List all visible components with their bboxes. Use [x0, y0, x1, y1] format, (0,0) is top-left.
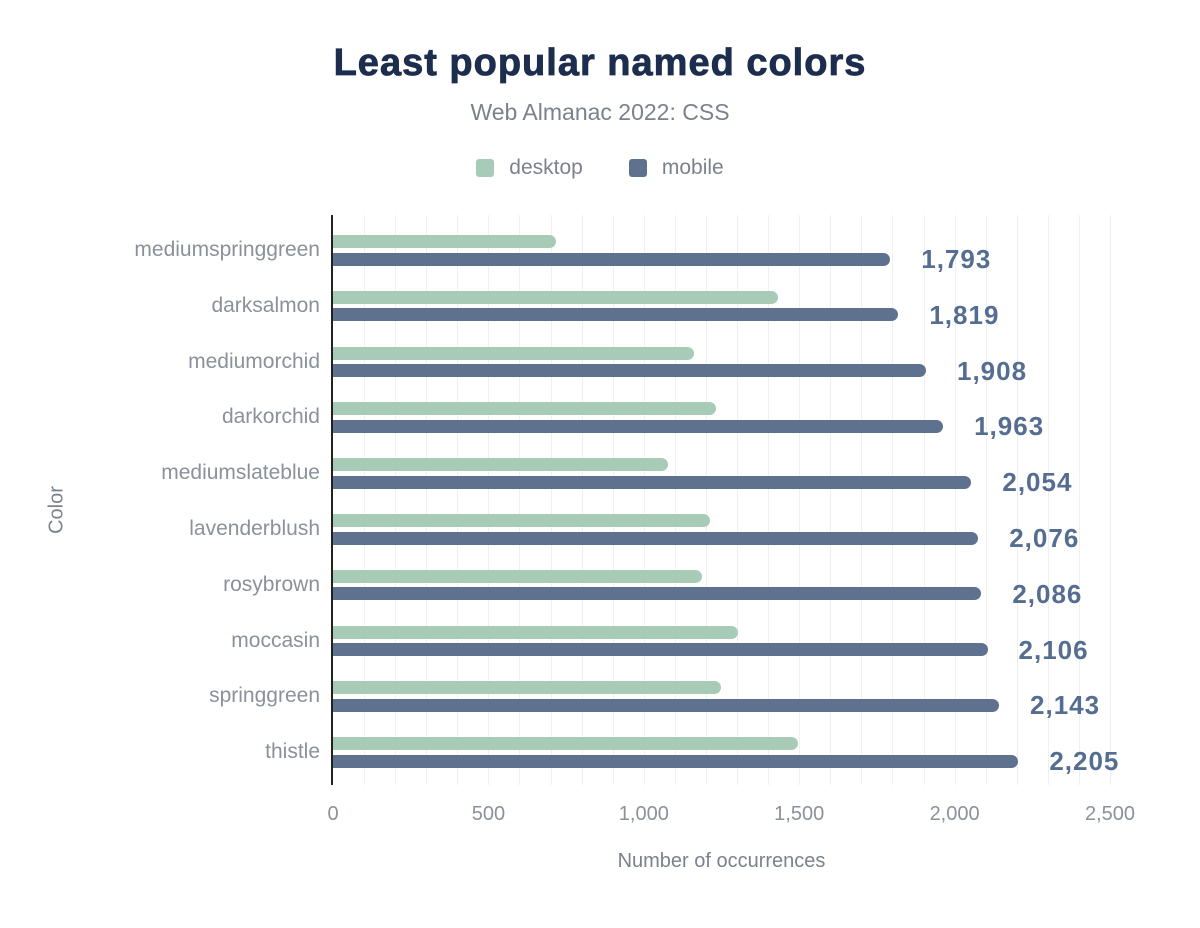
x-tick-label: 1,000: [618, 803, 669, 825]
mobile-bar-mediumslateblue: [333, 475, 972, 489]
y-tick-label: lavenderblush: [189, 517, 320, 540]
gridline: [892, 215, 894, 785]
y-tick-label: darksalmon: [211, 293, 320, 317]
mobile-bar-mediumorchid: [333, 364, 926, 378]
mobile-bar-moccasin: [333, 643, 988, 657]
gridline: [705, 215, 707, 785]
gridline: [395, 215, 397, 785]
mobile-bar-thistle: [333, 754, 1019, 768]
gridline: [1047, 215, 1049, 785]
y-tick-label: moccasin: [231, 628, 320, 652]
legend-label-mobile: mobile: [661, 156, 724, 179]
desktop-swatch-icon: [476, 159, 495, 177]
desktop-bar-mediumorchid: [333, 346, 694, 360]
y-tick-label: mediumspringgreen: [134, 238, 320, 261]
chart-title: Least popular named colors: [333, 42, 867, 85]
gridline: [768, 215, 770, 785]
x-tick-label: 500: [471, 803, 506, 825]
desktop-bar-mediumspringgreen: [333, 235, 556, 248]
y-tick-label: rosybrown: [223, 572, 320, 596]
mobile-bar-lavenderblush: [333, 531, 979, 545]
gridline: [488, 215, 490, 785]
chart-subtitle: Web Almanac 2022: CSS: [470, 99, 730, 125]
gridline: [581, 215, 583, 785]
x-tick-label: 0: [327, 803, 339, 825]
value-label-darksalmon: 1,819: [929, 299, 1000, 330]
value-label-mediumspringgreen: 1,793: [921, 244, 992, 274]
value-label-springgreen: 2,143: [1030, 690, 1101, 721]
gridline: [674, 215, 676, 785]
x-tick-label: 2,000: [929, 803, 980, 825]
gridline: [1110, 215, 1111, 785]
plot-area: mediumspringgreen 1,793 darksalmon 1,819 med…: [134, 215, 1135, 825]
value-label-mediumslateblue: 2,054: [1002, 467, 1073, 498]
desktop-bar-thistle: [333, 737, 798, 751]
gridline: [426, 215, 428, 785]
value-label-rosybrown: 2,086: [1012, 578, 1083, 609]
value-label-thistle: 2,205: [1049, 746, 1120, 777]
gridline: [799, 215, 801, 785]
desktop-bar-lavenderblush: [333, 514, 710, 527]
y-tick-label: thistle: [265, 740, 320, 764]
desktop-bar-mediumslateblue: [333, 458, 668, 472]
y-axis-title: Color: [45, 486, 68, 534]
y-tick-label: springgreen: [209, 684, 320, 708]
x-tick-label: 2,500: [1084, 803, 1136, 825]
gridline: [985, 215, 987, 785]
gridline: [861, 215, 863, 785]
y-axis-line: [331, 215, 333, 785]
mobile-bar-darksalmon: [333, 308, 899, 322]
gridline: [1016, 215, 1018, 785]
value-label-lavenderblush: 2,076: [1009, 523, 1080, 553]
gridline: [1078, 215, 1080, 785]
gridline: [954, 215, 956, 785]
value-label-darkorchid: 1,963: [974, 411, 1045, 442]
x-tick-label: 1,500: [774, 803, 825, 825]
legend-item-mobile: mobile: [628, 156, 724, 180]
value-label-mediumorchid: 1,908: [957, 355, 1028, 386]
gridline: [550, 215, 552, 785]
gridline: [923, 215, 925, 785]
legend-label-desktop: desktop: [509, 156, 583, 179]
desktop-bar-darksalmon: [333, 290, 778, 304]
y-tick-label: mediumslateblue: [161, 461, 320, 485]
mobile-bar-mediumspringgreen: [333, 252, 891, 266]
desktop-bar-springgreen: [333, 681, 721, 695]
x-axis-title: Number of occurrences: [617, 850, 826, 872]
mobile-bar-darkorchid: [333, 419, 944, 433]
y-tick-label: mediumorchid: [188, 349, 320, 373]
gridline: [643, 215, 645, 785]
gridline: [364, 215, 366, 785]
desktop-bar-darkorchid: [333, 402, 716, 416]
mobile-bar-rosybrown: [333, 587, 982, 601]
legend: desktop mobile: [0, 156, 1200, 180]
gridline: [519, 215, 521, 785]
desktop-bar-moccasin: [333, 625, 738, 639]
mobile-swatch-icon: [628, 159, 647, 177]
gridline: [612, 215, 614, 785]
gridline: [830, 215, 832, 785]
desktop-bar-rosybrown: [333, 569, 702, 583]
legend-item-desktop: desktop: [476, 156, 583, 180]
gridline: [737, 215, 739, 785]
value-label-moccasin: 2,106: [1018, 634, 1089, 665]
mobile-bar-springgreen: [333, 698, 1000, 712]
y-tick-label: darkorchid: [221, 405, 320, 429]
gridline: [457, 215, 459, 785]
